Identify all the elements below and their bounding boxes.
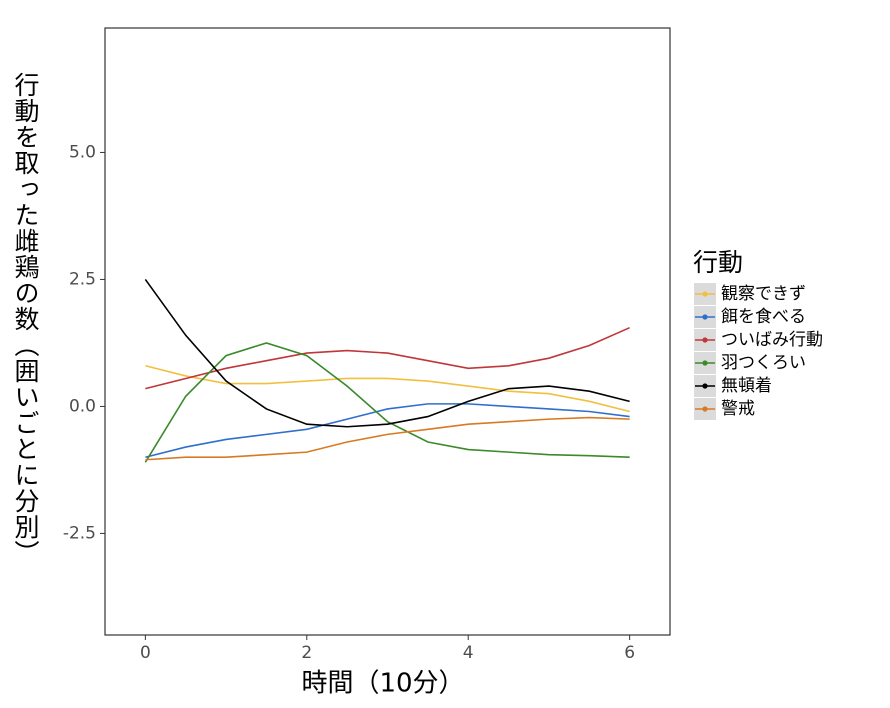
plot-border [104,27,671,636]
smooth-line [145,326,630,390]
legend-title: 行動 [693,248,743,277]
smooth-line [144,342,630,463]
smooth-line [145,403,630,458]
x-tick-label: 6 [624,643,635,663]
legend-label: 観察できず [721,284,806,304]
legend-label: 餌を食べる [721,307,806,327]
legend-label: 羽つくろい [721,353,806,373]
legend-dot [702,383,708,389]
smooth-line [145,416,630,461]
smooth-line [144,278,630,428]
y-tick-label: 5.0 [69,142,96,162]
legend-label: 無頓着 [721,376,772,396]
smooth-line [145,365,630,413]
x-axis-title: 時間（10分） [301,669,464,699]
legend-dot [702,314,708,320]
y-tick-label: 0.0 [69,396,96,416]
x-tick-label: 0 [140,643,151,663]
y-axis-title: 行動を取った雌鶏の数（囲いごとに分別） [11,72,40,566]
legend-dot [702,406,708,412]
y-tick-label: -2.5 [63,523,96,543]
legend-dot [702,291,708,297]
legend-label: ついばみ行動 [721,330,823,350]
legend-dot [702,360,708,366]
x-tick-label: 4 [463,643,474,663]
legend-dot [702,337,708,343]
legend-label: 警戒 [721,399,755,419]
x-tick-label: 2 [301,643,312,663]
y-tick-label: 2.5 [69,269,96,289]
plot-area [105,28,670,635]
